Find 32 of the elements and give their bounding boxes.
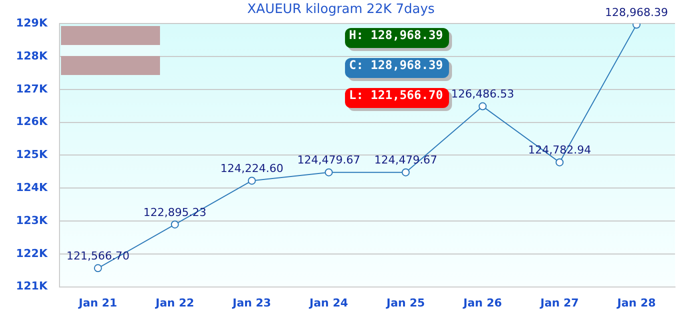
x-tick-label: Jan 25 — [385, 296, 425, 310]
point — [324, 168, 333, 176]
y-tick-label: 125K — [16, 148, 48, 162]
data-label: 126,486.53 — [451, 88, 514, 101]
y-tick-label: 122K — [16, 246, 48, 260]
y-tick-label: 123K — [16, 214, 48, 227]
point — [556, 158, 564, 166]
point — [94, 264, 102, 272]
annotation: L: 121,566.70 — [345, 88, 449, 108]
x-tick-label: Jan 24 — [308, 296, 348, 310]
y-tick-label: 129K — [16, 16, 48, 30]
y-tick-label: 124K — [16, 180, 48, 194]
data-label: 124,224.60 — [220, 162, 284, 176]
point — [402, 168, 410, 176]
x-tick-label: Jan 23 — [232, 296, 272, 310]
point — [478, 102, 487, 110]
x-tick-label: Jan 22 — [154, 296, 194, 310]
x-tick-label: Jan 21 — [78, 296, 118, 310]
y-tick-label: 126K — [16, 115, 48, 128]
data-label: 128,968.39 — [605, 6, 668, 19]
y-tick-label: 128K — [16, 49, 48, 62]
annotation: H: 128,968.39 — [345, 28, 449, 48]
data-label: 124,479.67 — [297, 154, 360, 167]
x-tick-label: Jan 28 — [616, 296, 656, 310]
x-tick-label: Jan 27 — [539, 296, 579, 310]
y-tick-label: 121K — [16, 280, 48, 293]
point — [248, 176, 256, 185]
x-tick-label: Jan 26 — [462, 296, 502, 310]
y-tick-label: 127K — [16, 82, 48, 96]
chart-title: XAUEUR kilogram 22K 7days — [247, 2, 435, 18]
point — [170, 220, 179, 228]
annotation: C: 128,968.39 — [345, 58, 449, 78]
